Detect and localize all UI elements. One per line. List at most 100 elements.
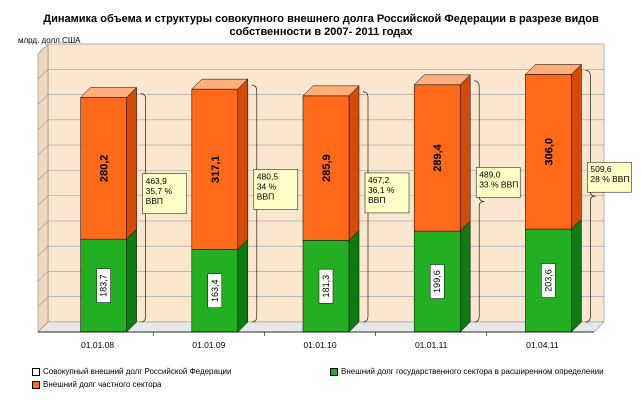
data-label-public-box: [429, 264, 445, 299]
bar-top: [79, 87, 138, 98]
legend-swatch-public: [330, 367, 338, 376]
x-tick-label: 01.01.09: [192, 340, 225, 350]
data-label-public: 181,3: [321, 275, 331, 298]
gridline-side: [37, 43, 49, 55]
bar-private: [525, 74, 572, 230]
bar-group: 199,6 289,4 489,033 % ВВП: [413, 74, 521, 333]
bar-public-side: [126, 228, 137, 333]
total-annotation-box: [587, 161, 632, 193]
legend-item-total: Совокупный внешний долг Российской Федер…: [32, 367, 231, 376]
total-annotation-text: 489,0: [479, 169, 501, 179]
data-label-public-box: [96, 268, 111, 303]
total-annotation-text: 467,2: [368, 175, 390, 185]
legend-swatch-total: [32, 367, 40, 376]
total-annotation-box: [142, 173, 187, 215]
bar-top: [524, 64, 583, 75]
total-annotation: 489,033 % ВВП: [475, 167, 521, 198]
data-label-public-box: [541, 263, 556, 298]
bar-private: [80, 97, 127, 240]
chart-title: Динамика объема и структуры совокупного …: [43, 13, 599, 38]
data-label-private-group: 289,4: [432, 143, 444, 171]
legend-item-private: Внешний долг частного сектора: [32, 380, 161, 389]
bar-public-side: [571, 218, 582, 333]
gridline-side: [37, 195, 49, 206]
data-label-private-group: 317,1: [210, 156, 222, 184]
gridline-side: [37, 94, 49, 105]
bar-group: 203,6 306,0 509,628 % ВВП: [524, 63, 632, 333]
bar-top: [302, 85, 360, 97]
total-annotation-text: 28 % ВВП: [590, 174, 629, 184]
data-label-public: 203,6: [543, 269, 553, 292]
bar-private-side: [237, 78, 249, 251]
gridline-side: [37, 170, 49, 181]
legend-label-private: Внешний долг частного сектора: [43, 380, 162, 389]
legend-swatch-private: [32, 380, 40, 389]
total-annotation: 480,534 %ВВП: [253, 169, 299, 210]
bar-group: 181,3 285,9 467,236,1 %ВВП: [302, 85, 410, 333]
legend-item-public: Внешний долг государственного сектора в …: [330, 367, 604, 376]
data-label-public-box: [318, 268, 334, 304]
total-annotation-box: [253, 169, 299, 210]
total-annotation-box: [475, 167, 521, 198]
data-label-public: 199,6: [432, 270, 442, 293]
data-label-private: 317,1: [210, 156, 222, 184]
bar-private-side: [348, 85, 360, 241]
total-annotation-text: 35,7 %: [146, 186, 173, 196]
data-label-public-group: 181,3: [318, 268, 334, 304]
bar-public-side: [237, 238, 249, 333]
data-label-public-group: 203,6: [541, 263, 556, 298]
unit-label: млрд. долл.США: [18, 36, 81, 45]
data-label-private-group: 306,0: [543, 138, 555, 166]
total-annotation-text: 463,9: [146, 176, 168, 186]
bar-private: [302, 95, 350, 241]
x-tick-label: 01.04.11: [526, 340, 559, 350]
total-annotation: 463,935,7 %ВВП: [142, 173, 187, 215]
bar-public-side: [348, 229, 360, 333]
gridline-side: [37, 245, 49, 257]
legend-label-total: Совокупный внешний долг Российской Федер…: [43, 367, 232, 376]
data-label-public-box: [207, 273, 223, 308]
total-annotation-text: ВВП: [368, 195, 385, 205]
bar-private-side: [571, 63, 582, 230]
gridline-side: [37, 69, 49, 80]
x-tick-label: 01.01.11: [415, 340, 448, 350]
x-tick-label: 01.01.08: [81, 340, 114, 350]
bar-private: [413, 84, 461, 232]
gridline-side: [37, 220, 49, 232]
total-annotation-text: ВВП: [146, 196, 163, 206]
gridline-side: [37, 271, 49, 282]
data-label-private-group: 280,2: [99, 155, 111, 183]
data-label-public: 163,4: [210, 279, 220, 302]
total-annotation: 467,236,1 %ВВП: [364, 172, 410, 214]
total-brace: [585, 70, 596, 323]
bar-group: 163,4 317,1 480,534 %ВВП: [191, 78, 299, 333]
total-brace: [474, 80, 485, 323]
bar-top: [413, 74, 471, 86]
legend: Совокупный внешний долг Российской Федер…: [28, 364, 632, 394]
total-annotation-text: 509,6: [590, 164, 612, 174]
gridline-side: [37, 144, 49, 156]
legend-label-public: Внешний долг государственного сектора в …: [341, 367, 604, 376]
bar-private-side: [126, 86, 137, 240]
bar-private-side: [459, 74, 471, 232]
total-annotation-text: 36,1 %: [368, 185, 395, 195]
bar-private: [191, 88, 239, 250]
total-annotation-text: ВВП: [257, 192, 274, 202]
total-annotation-box: [364, 172, 410, 214]
data-label-public-group: 183,7: [96, 268, 111, 303]
bar-top: [191, 78, 249, 90]
data-label-public-group: 163,4: [207, 273, 223, 308]
gridline-side: [37, 296, 49, 307]
total-annotation-text: 33 % ВВП: [479, 179, 518, 189]
data-label-public: 183,7: [99, 274, 109, 297]
side-wall: [37, 43, 49, 333]
total-annotation-text: 480,5: [257, 172, 279, 182]
total-annotation-text: 34 %: [257, 182, 277, 192]
data-label-private: 280,2: [99, 155, 111, 183]
gridline-side: [37, 119, 49, 131]
data-label-private: 306,0: [543, 138, 555, 166]
data-label-private: 289,4: [432, 143, 444, 171]
data-label-private: 285,9: [321, 154, 333, 182]
data-label-private-group: 285,9: [321, 154, 333, 182]
